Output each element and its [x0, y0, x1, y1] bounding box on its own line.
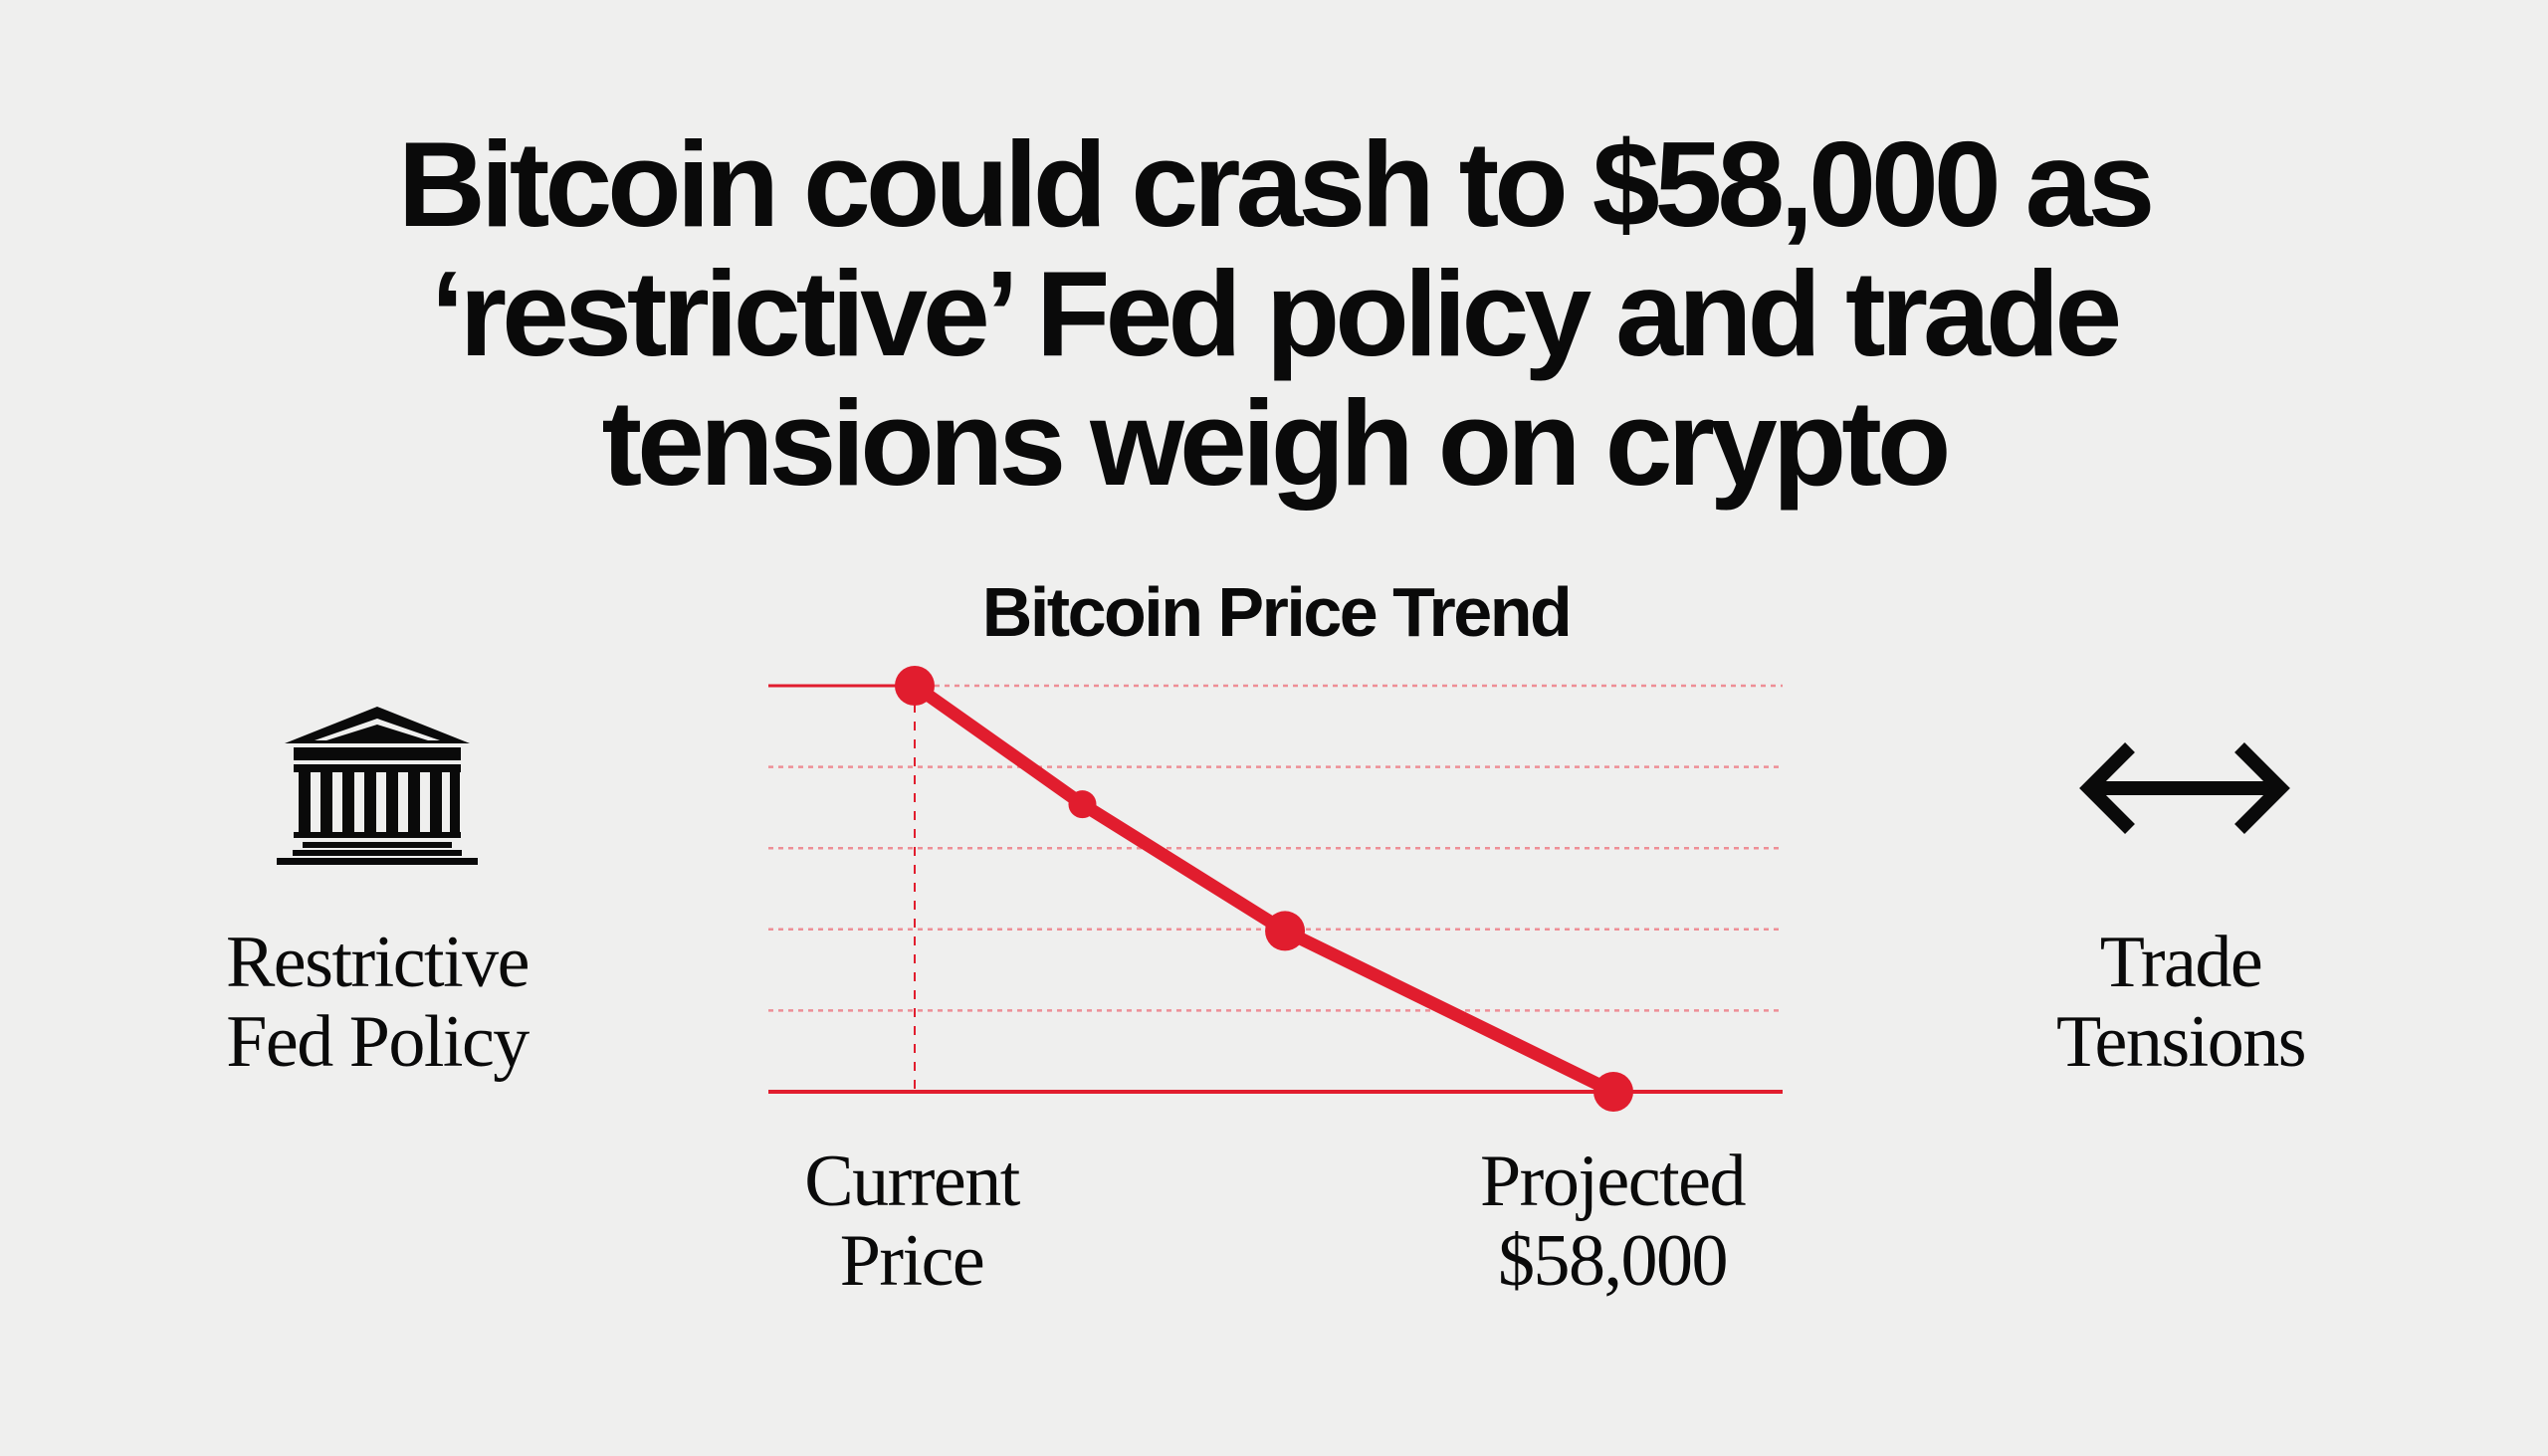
label-line: $58,000: [1498, 1220, 1729, 1302]
label-line: Current: [804, 1141, 1020, 1222]
fed-policy-label: Restrictive Fed Policy: [79, 923, 676, 1082]
current-price-label: Current Price: [613, 1142, 1210, 1301]
trade-tensions-label: Trade Tensions: [1882, 923, 2479, 1082]
headline-line: Bitcoin could crash to $58,000 as: [397, 116, 2156, 252]
headline-line: ‘restrictive’ Fed policy and trade: [430, 246, 2123, 381]
label-line: Tensions: [2055, 1001, 2307, 1083]
headline-line: tensions weigh on crypto: [601, 375, 1952, 511]
label-line: Trade: [2099, 922, 2263, 1003]
label-line: Projected: [1480, 1141, 1746, 1222]
label-line: Price: [839, 1220, 985, 1302]
label-line: Fed Policy: [226, 1001, 530, 1083]
left-right-arrow-icon: [2079, 742, 2290, 834]
data-point: [1068, 790, 1097, 819]
projected-price-label: Projected $58,000: [1314, 1142, 1911, 1301]
headline: Bitcoin could crash to $58,000 as ‘restr…: [0, 119, 2548, 508]
label-line: Restrictive: [225, 922, 531, 1003]
data-point: [1265, 911, 1306, 951]
data-point: [895, 666, 935, 706]
bank-building-icon: [277, 707, 478, 865]
trend-line: [911, 680, 1616, 1098]
chart-title: Bitcoin Price Trend: [981, 573, 1573, 651]
data-point: [1593, 1072, 1633, 1112]
